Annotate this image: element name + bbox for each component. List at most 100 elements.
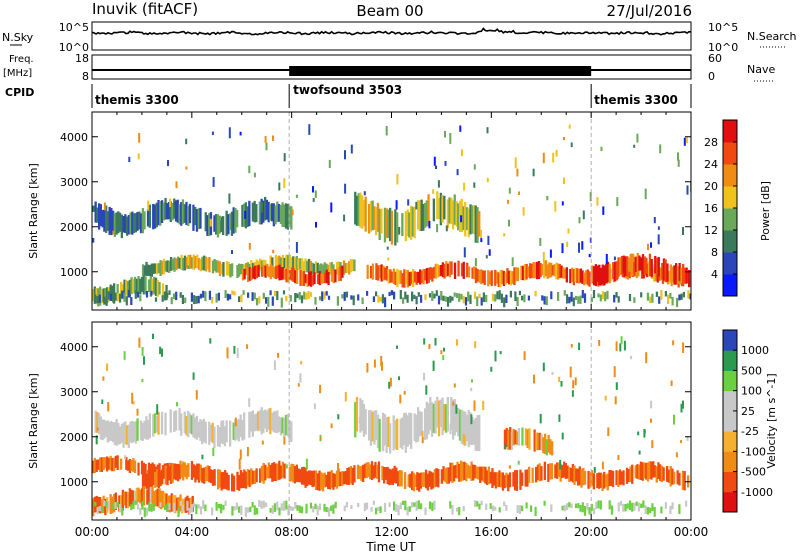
noise-panel: N.Sky 10^5 10^0 10^5 10^0 N.Search [2,21,797,54]
echo-cell [344,391,347,402]
echo-cell [92,289,95,302]
echo-cell [437,400,441,437]
echo-cell [127,215,130,235]
echo-cell [488,249,491,256]
echo-cell [309,260,312,273]
echo-cell [402,500,405,505]
echo-cell [568,296,571,304]
echo-cell [192,204,195,231]
echo-cell [584,270,588,284]
echo-cell [292,464,295,483]
echo-cell [282,501,286,511]
echo-cell [521,295,524,301]
echo-cell [113,457,116,472]
echo-cell [525,502,528,509]
echo-cell [279,417,282,436]
echo-cell [136,418,139,441]
echo-cell [534,290,537,297]
echo-cell [139,420,143,441]
echo-cell [539,263,542,278]
echo-cell [660,506,663,514]
echo-cell [159,470,162,487]
echo-cell [464,411,467,446]
echo-cell [377,265,380,281]
echo-cell [282,290,286,295]
echo-cell [147,486,151,503]
power-ylabel: Slant Range [km] [27,163,40,259]
echo-cell [516,505,519,513]
echo-cell [255,265,258,279]
echo-cell [239,131,242,136]
echo-cell [344,470,347,484]
echo-cell [515,470,519,491]
echo-cell [269,508,272,513]
echo-cell [446,263,450,276]
echo-cell [101,210,104,228]
echo-cell [471,267,474,279]
echo-cell [258,410,261,432]
colorbar-tick-label: 12 [704,224,718,237]
x-tick-label: 00:00 [674,525,709,539]
echo-cell [424,294,427,301]
echo-cell [574,503,578,509]
radar-title: Inuvik (fitACF) [92,0,198,18]
echo-cell [322,273,325,284]
echo-cell [222,472,225,490]
echo-cell [469,204,472,235]
echo-cell [543,261,546,279]
echo-cell [467,291,470,302]
echo-cell [278,507,281,516]
echo-cell [540,466,543,481]
echo-cell [640,292,643,298]
echo-cell [473,400,476,411]
echo-cell [288,205,291,227]
echo-cell [112,230,115,235]
echo-cell [648,461,651,479]
echo-cell [199,464,202,481]
echo-cell [433,469,436,488]
echo-cell [235,502,238,510]
echo-cell [587,470,590,489]
echo-cell [170,493,173,512]
echo-cell [473,266,476,280]
echo-cell [661,263,664,279]
echo-cell [387,416,390,447]
echo-cell [614,396,617,405]
echo-cell [452,465,456,482]
noise-right-tick-bottom: 10^0 [708,41,738,54]
echo-cell [130,460,133,472]
echo-cell [106,211,109,231]
echo-cell [98,203,101,230]
echo-cell [190,415,193,435]
echo-cell [645,462,648,480]
echo-cell [481,270,485,284]
echo-cell [535,432,538,451]
echo-cell [368,204,371,234]
echo-cell [352,295,355,306]
echo-cell [192,372,195,380]
echo-cell [596,265,599,282]
echo-cell [284,203,288,229]
echo-cell [565,267,568,283]
echo-cell [166,468,169,486]
echo-cell [174,410,178,431]
echo-cell [555,149,558,157]
echo-cell [450,261,453,275]
echo-cell [427,403,430,435]
echo-cell [568,124,571,129]
echo-cell [476,269,479,282]
echo-cell [465,414,469,442]
echo-cell [285,295,288,302]
echo-cell [599,472,602,488]
echo-cell [572,269,575,286]
echo-cell [279,465,283,479]
echo-cell [453,399,456,436]
echo-cell [132,278,135,294]
echo-cell [411,471,414,491]
echo-cell [622,470,625,486]
echo-cell [461,461,464,481]
echo-cell [94,294,97,304]
echo-cell [260,407,263,435]
beam-title: Beam 00 [356,2,423,20]
echo-cell [104,288,107,305]
